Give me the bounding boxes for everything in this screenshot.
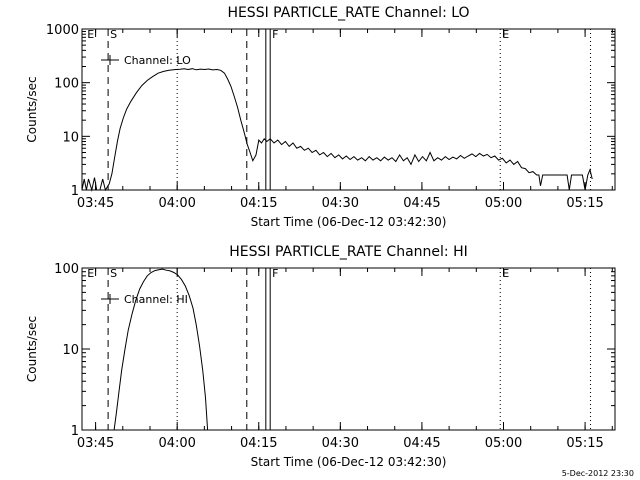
y-tick-label: 1	[71, 424, 79, 439]
x-axis-label: Start Time (06-Dec-12 03:42:30)	[251, 455, 447, 469]
legend-label: Channel: HI	[124, 293, 188, 306]
x-tick-label: 05:15	[566, 196, 603, 211]
y-tick-label: 10	[62, 130, 79, 145]
y-tick-label: 1000	[46, 23, 79, 38]
hi-channel-series	[113, 268, 209, 431]
event-marker-label: F	[272, 267, 278, 280]
y-tick-label: 1	[71, 184, 79, 199]
x-tick-label: 04:30	[322, 196, 359, 211]
legend-label: Channel: LO	[124, 54, 191, 67]
x-tick-label: 04:45	[403, 436, 440, 451]
chart-title: HESSI PARTICLE_RATE Channel: HI	[229, 244, 467, 260]
x-tick-label: 05:00	[485, 196, 522, 211]
event-marker-label: E	[502, 267, 509, 280]
x-tick-label: 03:45	[77, 196, 114, 211]
x-tick-label: 03:45	[77, 436, 114, 451]
x-tick-label: 04:15	[240, 436, 277, 451]
event-marker-label: E	[87, 28, 94, 41]
y-axis-label: Counts/sec	[25, 316, 39, 382]
x-tick-label: 04:30	[322, 436, 359, 451]
event-marker-label: S	[110, 267, 117, 280]
lo-channel-series	[81, 68, 593, 192]
x-tick-label: 04:15	[240, 196, 277, 211]
plot-frame	[81, 28, 616, 191]
event-marker-label: E	[87, 267, 94, 280]
event-marker-label: S	[110, 28, 117, 41]
y-axis-label: Counts/sec	[25, 76, 39, 142]
y-tick-label: 10	[62, 343, 79, 358]
chart-title: HESSI PARTICLE_RATE Channel: LO	[227, 5, 469, 21]
x-tick-label: 04:45	[403, 196, 440, 211]
x-tick-label: 04:00	[158, 436, 195, 451]
y-tick-label: 100	[54, 77, 79, 92]
y-tick-label: 100	[54, 262, 79, 277]
x-tick-label: 05:00	[485, 436, 522, 451]
x-axis-label: Start Time (06-Dec-12 03:42:30)	[251, 215, 447, 229]
x-tick-label: 04:00	[158, 196, 195, 211]
hi-channel-panel: HESSI PARTICLE_RATE Channel: HI Counts/se…	[25, 244, 616, 469]
event-marker-label: F	[272, 28, 278, 41]
x-tick-label: 05:15	[566, 436, 603, 451]
footer-timestamp: 5-Dec-2012 23:30	[561, 469, 634, 478]
lo-channel-panel: HESSI PARTICLE_RATE Channel: LO Counts/se…	[25, 5, 616, 229]
event-marker-label: E	[502, 28, 509, 41]
